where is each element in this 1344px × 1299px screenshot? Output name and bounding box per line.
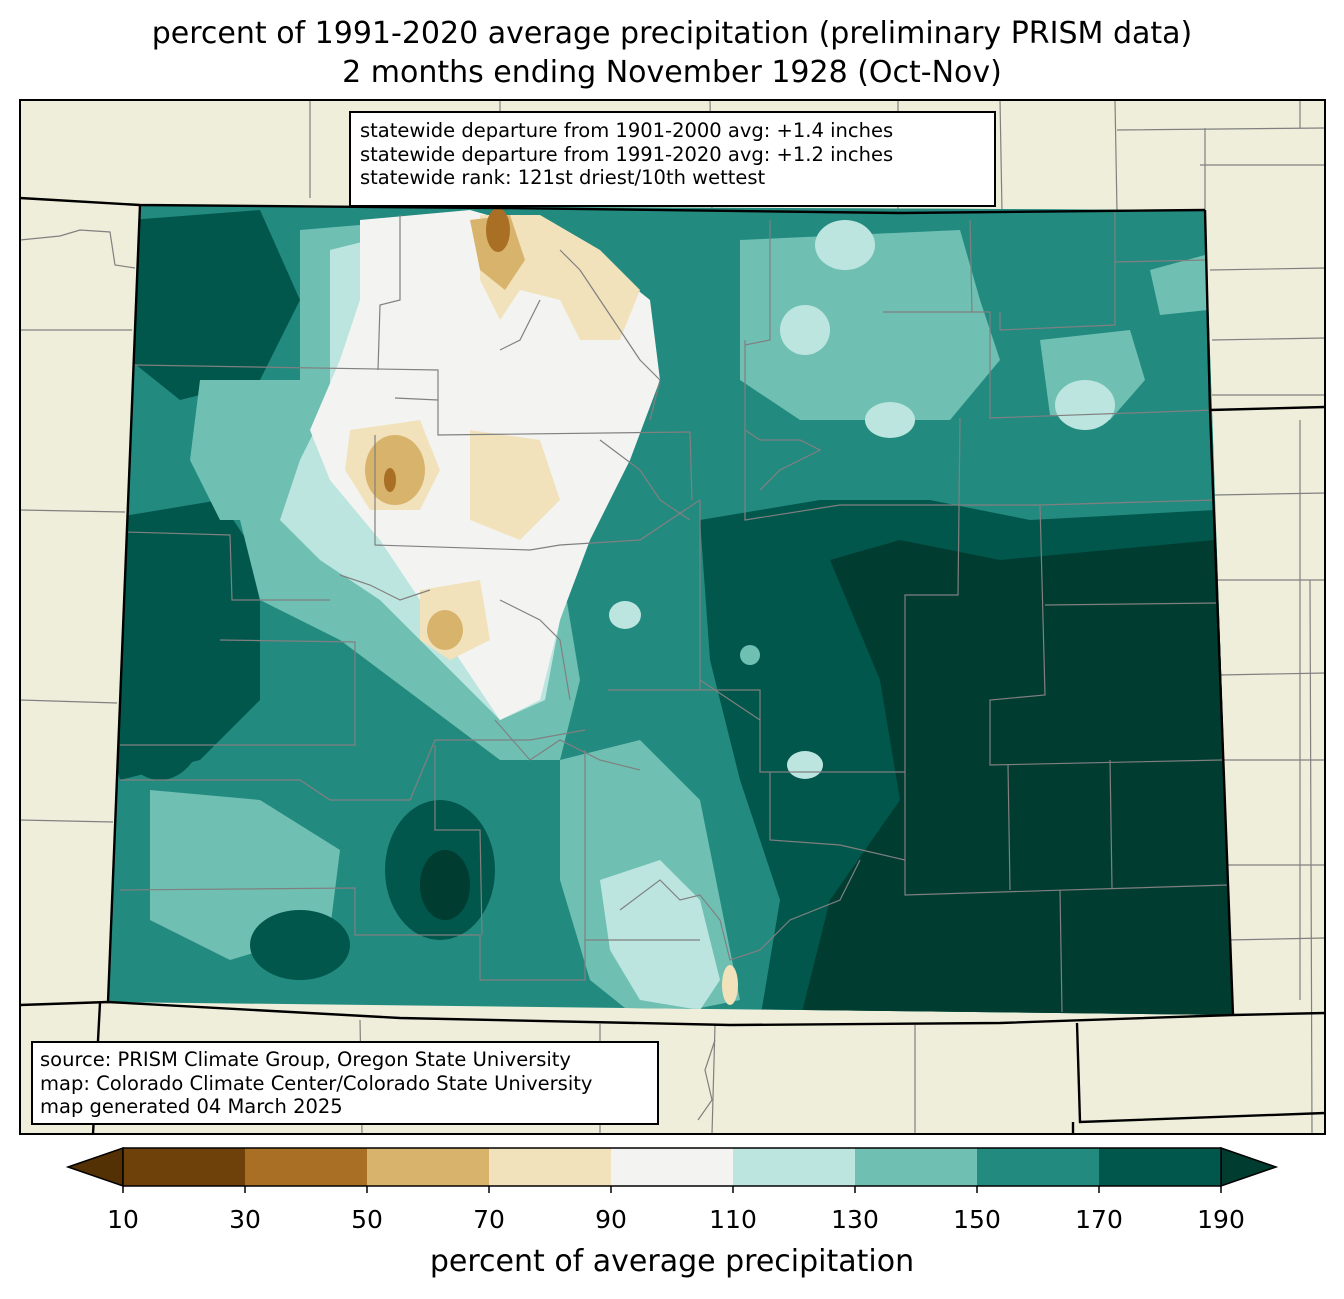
generated-date: map generated 04 March 2025 (40, 1095, 343, 1118)
colorbar-bin-70-90 (489, 1148, 612, 1186)
departure-1901-2000: statewide departure from 1901-2000 avg: … (360, 119, 894, 142)
map-title-line-2: 2 months ending November 1928 (Oct-Nov) (342, 55, 1002, 90)
colorbar-bin-50-70 (367, 1148, 490, 1186)
colorbar-bin-30-50 (245, 1148, 368, 1186)
map-frame (19, 99, 1326, 1135)
precipitation-field (108, 205, 1233, 1015)
colorbar-tick-label: 30 (229, 1205, 261, 1234)
departure-1991-2020: statewide departure from 1991-2020 avg: … (360, 142, 894, 166)
colorbar-tick-label: 110 (709, 1205, 757, 1234)
colorbar-outline (122, 1147, 1222, 1187)
colorbar-bin-90-110 (611, 1148, 734, 1186)
border-west (106, 204, 142, 1003)
border-north (19, 196, 1206, 215)
colorbar-tick-label: 70 (473, 1205, 505, 1234)
statewide-stats-box: statewide departure from 1901-2000 avg: … (349, 111, 996, 207)
state-borders (19, 196, 1326, 1135)
source-credit: source: PRISM Climate Group, Oregon Stat… (40, 1048, 571, 1071)
statewide-rank: statewide rank: 121st driest/10th wettes… (360, 166, 766, 189)
colorbar-tick-label: 50 (351, 1205, 383, 1234)
colorbar-tick-label: 90 (595, 1205, 627, 1234)
colorbar-tick-label: 10 (107, 1205, 139, 1234)
colorbar-bin-170-190 (1099, 1148, 1222, 1186)
colorbar (65, 1146, 1279, 1193)
credits-box: source: PRISM Climate Group, Oregon Stat… (31, 1041, 659, 1125)
border-ne-nebraska (1209, 405, 1326, 412)
map-credit: map: Colorado Climate Center/Colorado St… (40, 1071, 593, 1095)
colorbar-under-arrow (65, 1146, 124, 1188)
county-lines (119, 210, 1229, 1013)
border-se-east (1232, 1011, 1326, 1017)
colorbar-bin-10-30 (123, 1148, 246, 1186)
colorbar-bin-130-150 (855, 1148, 978, 1186)
colorbar-bin-150-170 (977, 1148, 1100, 1186)
border-oklahoma (1075, 1022, 1326, 1124)
colorbar-tick-label: 150 (953, 1205, 1001, 1234)
colorbar-tick-label: 130 (831, 1205, 879, 1234)
colorbar-label: percent of average precipitation (429, 1244, 915, 1279)
colorbar-tick-label: 170 (1075, 1205, 1123, 1234)
colorbar-over-arrow (1220, 1146, 1279, 1188)
colorbar-bin-110-130 (733, 1148, 856, 1186)
border-south (19, 1000, 1234, 1027)
map-title-line-1: percent of 1991-2020 average precipitati… (151, 16, 1193, 51)
colorbar-tick-label: 190 (1197, 1205, 1245, 1234)
